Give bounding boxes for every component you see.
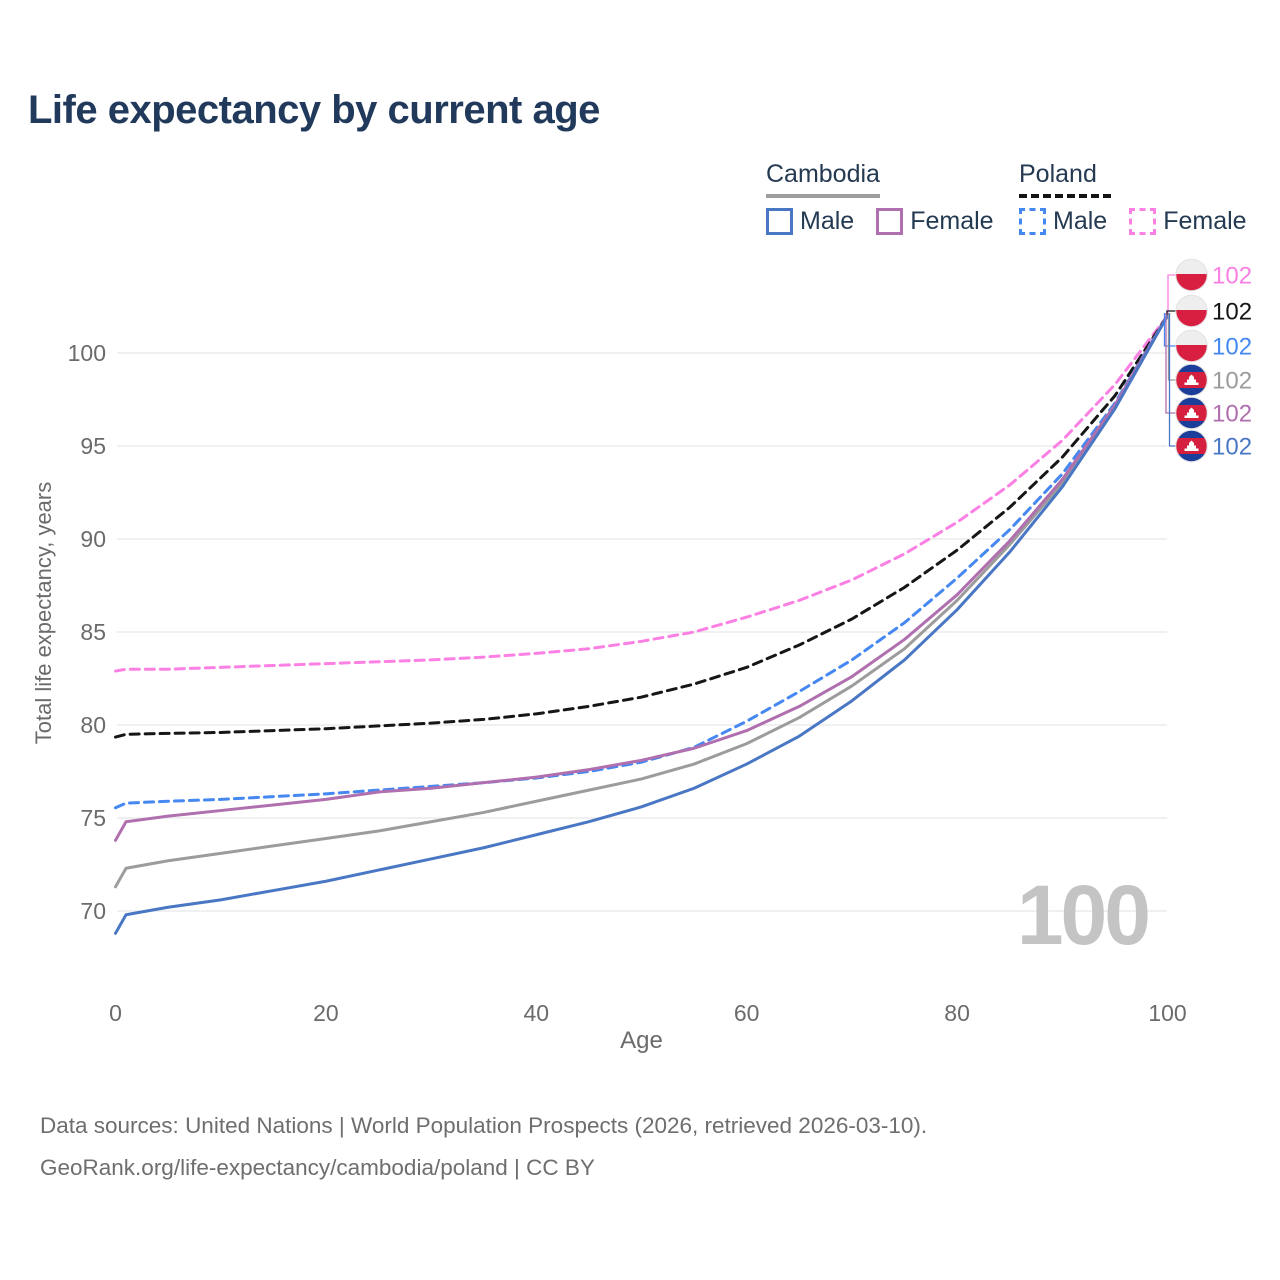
cambodia-flag-icon [1175, 364, 1208, 396]
leader-line-cambodia-female [1165, 313, 1177, 414]
legend-group-poland: Poland Male Female [1019, 160, 1247, 236]
x-tick-label: 40 [524, 1000, 550, 1026]
series-end-label-cambodia-female: 102 [1212, 401, 1252, 428]
data-sources-line: Data sources: United Nations | World Pop… [40, 1113, 928, 1138]
x-tick-label: 80 [944, 1000, 970, 1026]
x-tick-label: 0 [109, 1000, 122, 1026]
y-tick-label: 70 [80, 898, 106, 924]
legend-row-poland: Male Female [1019, 207, 1247, 236]
legend-label-poland-female[interactable]: Female [1163, 207, 1247, 235]
series-line-poland-female[interactable] [114, 314, 1169, 673]
legend-country-poland[interactable]: Poland [1019, 160, 1111, 198]
leader-line-poland-male [1163, 313, 1177, 347]
legend-swatch-poland-male[interactable] [1019, 208, 1046, 235]
y-tick-label: 95 [80, 433, 106, 459]
series-end-label-cambodia: 102 [1212, 368, 1252, 395]
flag-outline [1175, 258, 1208, 292]
series-line-cambodia-female[interactable] [114, 314, 1169, 842]
legend-row-cambodia: Male Female [766, 207, 994, 236]
x-tick-label: 20 [313, 1000, 339, 1026]
series-line-cambodia[interactable] [114, 314, 1169, 889]
y-tick-label: 90 [80, 526, 106, 552]
series-end-label-poland-female: 102 [1212, 263, 1252, 290]
leader-line-poland [1166, 310, 1177, 315]
poland-flag-icon [1175, 259, 1208, 291]
legend-label-cambodia-female[interactable]: Female [910, 207, 994, 235]
flag-outline [1175, 363, 1208, 397]
cambodia-flag-icon [1175, 430, 1208, 462]
y-tick-label: 85 [80, 619, 106, 645]
attribution-line: GeoRank.org/life-expectancy/cambodia/pol… [40, 1155, 595, 1180]
series-end-label-poland-male: 102 [1212, 334, 1252, 361]
leader-line-cambodia-male [1168, 313, 1177, 447]
legend-swatch-cambodia-male[interactable] [766, 208, 793, 235]
y-tick-label: 100 [68, 340, 106, 366]
flag-outline [1175, 329, 1208, 363]
x-tick-label: 60 [734, 1000, 760, 1026]
x-axis-title: Age [620, 1027, 663, 1054]
flag-outline [1175, 396, 1208, 430]
cambodia-flag-icon [1175, 397, 1208, 429]
legend-label-poland-male[interactable]: Male [1053, 207, 1108, 235]
series-line-poland[interactable] [114, 314, 1169, 739]
poland-flag-icon [1175, 295, 1208, 327]
series-end-label-poland: 102 [1212, 299, 1252, 326]
legend-label-cambodia-male[interactable]: Male [800, 207, 855, 235]
y-tick-label: 80 [80, 712, 106, 738]
flag-outline [1175, 429, 1208, 463]
series-end-label-cambodia-male: 102 [1212, 434, 1252, 461]
legend-swatch-cambodia-female[interactable] [876, 208, 904, 235]
leader-line-cambodia [1167, 313, 1177, 381]
legend-group-cambodia: Cambodia Male Female [766, 160, 994, 236]
flag-outline [1175, 294, 1208, 328]
leader-line-poland-female [1167, 274, 1177, 315]
page-title: Life expectancy by current age [28, 88, 600, 132]
x-tick-label: 100 [1148, 1000, 1186, 1026]
age-counter-watermark: 100 [1017, 868, 1148, 962]
series-line-poland-male[interactable] [114, 314, 1169, 810]
y-axis-title: Total life expectancy, years [31, 481, 56, 745]
poland-flag-icon [1175, 330, 1208, 362]
source-footer: Data sources: United Nations | World Pop… [40, 1105, 927, 1189]
legend-country-cambodia[interactable]: Cambodia [766, 160, 880, 198]
legend-swatch-poland-female[interactable] [1129, 208, 1157, 235]
series-line-cambodia-male[interactable] [114, 314, 1169, 935]
y-tick-label: 75 [80, 805, 106, 831]
